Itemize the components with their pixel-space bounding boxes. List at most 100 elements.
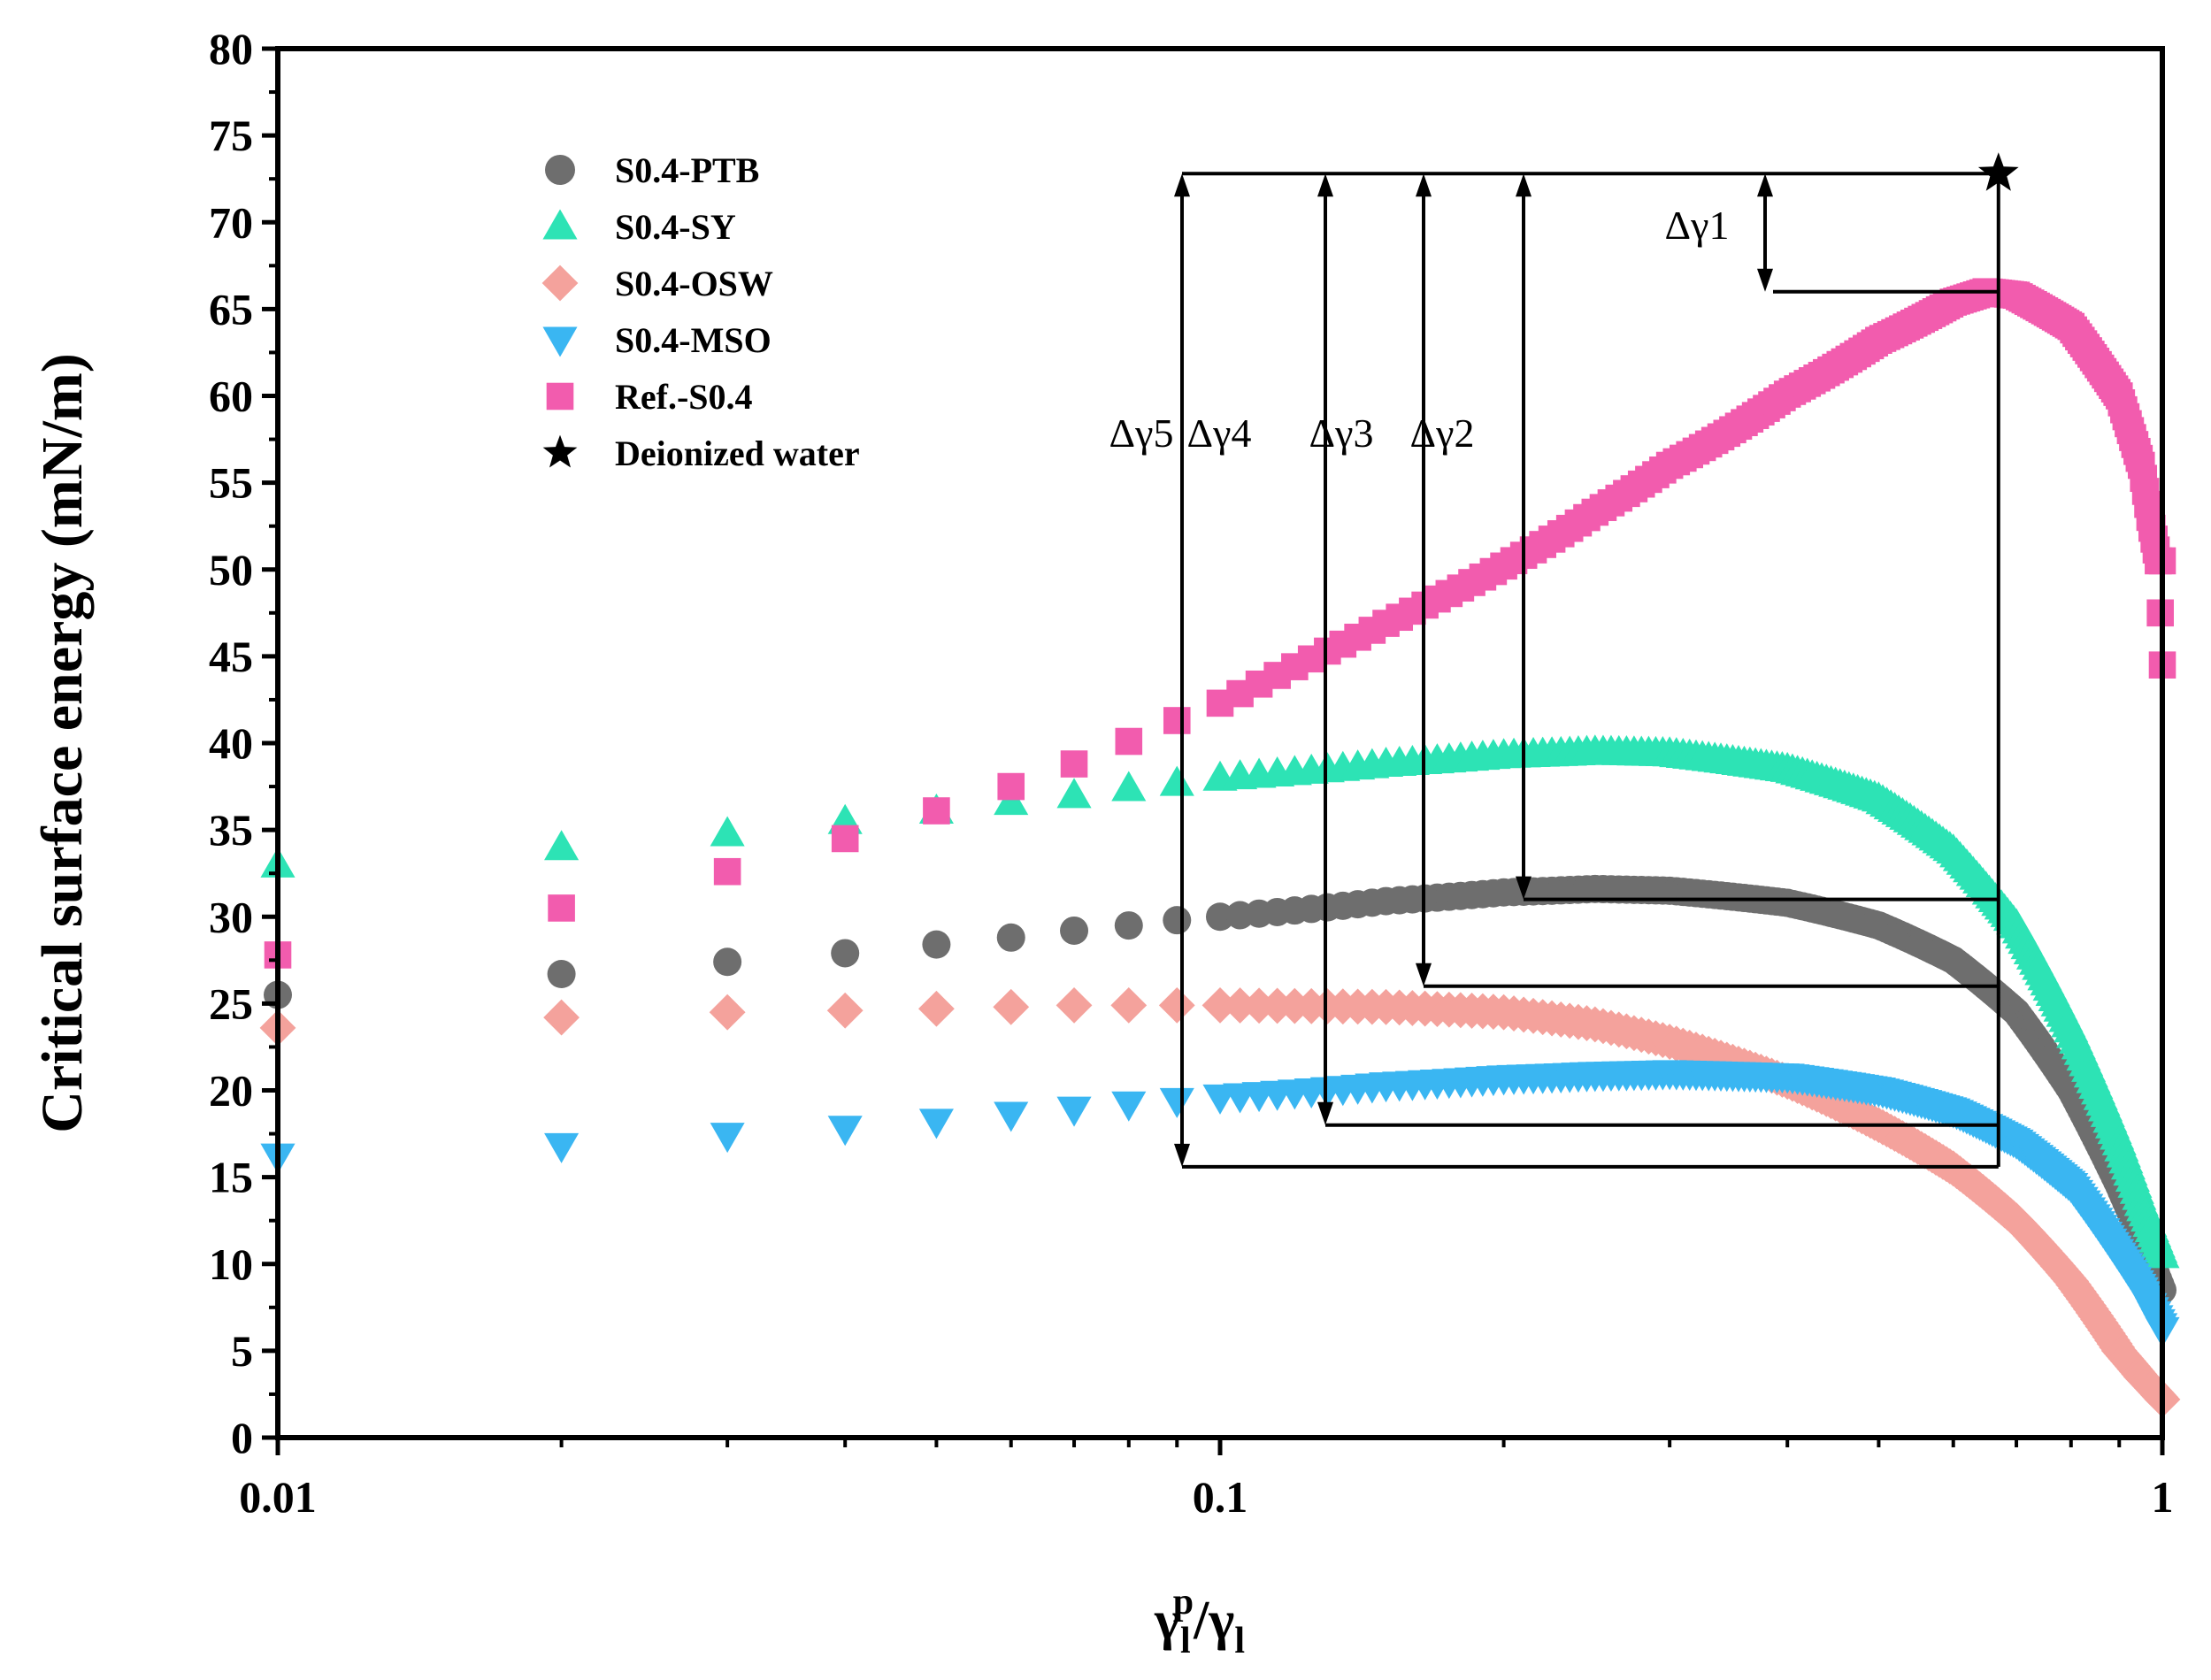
data-point — [1201, 986, 1239, 1024]
y-tick-label: 25 — [209, 978, 253, 1028]
data-point — [1159, 1087, 1194, 1118]
x-tick-label: 1 — [2152, 1472, 2174, 1522]
arrow-head — [1416, 963, 1432, 986]
y-tick-label: 45 — [209, 632, 253, 681]
arrow-head — [1317, 1101, 1333, 1125]
annotation-label: Δγ2 — [1410, 410, 1475, 456]
legend-marker — [541, 265, 579, 302]
y-tick-label: 30 — [209, 892, 253, 941]
data-point — [1158, 986, 1195, 1024]
data-point — [1056, 1096, 1092, 1127]
legend-label: Deionized water — [615, 433, 860, 473]
y-tick-label: 40 — [209, 718, 253, 768]
x-axis-title-sup: p — [1173, 1582, 1194, 1622]
data-point — [1163, 707, 1191, 734]
y-tick-label: 75 — [209, 111, 253, 160]
data-point — [827, 1116, 863, 1147]
legend-marker — [542, 434, 578, 468]
y-tick-label: 5 — [231, 1326, 253, 1376]
x-axis-title-sub2: l — [1234, 1621, 1245, 1661]
legend-label: S0.4-MSO — [615, 320, 772, 360]
annotation-label: Δγ3 — [1309, 410, 1374, 456]
data-point — [831, 939, 860, 968]
legend-marker — [542, 209, 578, 240]
data-point — [997, 772, 1025, 801]
data-point — [1222, 987, 1258, 1024]
x-axis-title-gamma: γ — [1154, 1591, 1180, 1651]
y-axis-title: Critical surface energy (mN/m) — [30, 353, 95, 1133]
data-point — [918, 990, 955, 1027]
arrow-head — [1516, 876, 1532, 900]
x-tick-label: 0.01 — [239, 1472, 317, 1522]
data-point — [713, 857, 741, 886]
legend: S0.4-PTB S0.4-SY S0.4-OSW S0.4-MSO Ref.-S0.4… — [541, 150, 860, 473]
data-point — [922, 930, 951, 959]
data-point — [1114, 911, 1143, 940]
arrow-head — [1174, 173, 1190, 197]
y-tick-label: 50 — [209, 545, 253, 595]
data-point — [547, 960, 576, 989]
y-tick-label: 70 — [209, 197, 253, 247]
y-tick-label: 80 — [209, 24, 253, 73]
data-point — [1110, 986, 1148, 1024]
arrow-head — [1174, 1143, 1190, 1167]
data-point — [1115, 727, 1143, 756]
annotation-layer: Δγ1 Δγ2 Δγ3 Δγ4 Δγ5 — [1109, 152, 2019, 1169]
y-tick-label: 55 — [209, 458, 253, 508]
data-point — [1977, 152, 2019, 191]
data-point — [1111, 771, 1147, 802]
data-point — [548, 894, 575, 922]
data-point — [543, 999, 580, 1036]
data-point — [710, 816, 745, 847]
x-axis-title-sub1: l — [1180, 1621, 1191, 1661]
data-point — [996, 923, 1025, 952]
y-tick-label: 20 — [209, 1066, 253, 1116]
data-point — [1159, 765, 1194, 796]
legend-marker — [542, 326, 578, 357]
data-point — [1163, 906, 1192, 935]
data-point — [826, 992, 864, 1029]
data-point — [1060, 750, 1088, 778]
legend-label: S0.4-OSW — [615, 264, 773, 303]
arrow-head — [1757, 173, 1773, 197]
data-point — [544, 830, 580, 861]
data-point — [709, 993, 746, 1031]
data-point — [1111, 1091, 1147, 1122]
annotation-label: Δγ4 — [1187, 410, 1252, 456]
x-axis-title-slash: / — [1193, 1591, 1209, 1651]
arrow-head — [1516, 173, 1532, 197]
arrow-head — [1317, 173, 1333, 197]
data-point — [713, 947, 742, 977]
arrow-head — [1416, 173, 1432, 197]
axis-layer: 0 5 10 15 20 25 30 35 40 45 50 55 60 65 70 75 80 0.01 0.1 1 — [209, 24, 2174, 1522]
x-axis-title-gamma2: γ — [1208, 1591, 1234, 1651]
y-tick-label: 15 — [209, 1153, 253, 1202]
data-point — [831, 825, 859, 853]
data-point — [993, 988, 1030, 1025]
data-point — [710, 1123, 745, 1154]
data-point — [544, 1132, 580, 1163]
data-point — [994, 1101, 1029, 1132]
y-tick-label: 65 — [209, 284, 253, 334]
legend-label: S0.4-SY — [615, 207, 736, 247]
arrow-head — [1757, 268, 1773, 292]
legend-label: Ref.-S0.4 — [615, 377, 753, 417]
legend-marker — [545, 155, 575, 185]
legend-label: S0.4-PTB — [615, 150, 759, 190]
x-tick-label: 0.1 — [1193, 1472, 1248, 1522]
y-tick-label: 10 — [209, 1239, 253, 1289]
y-tick-label: 35 — [209, 805, 253, 855]
data-point — [918, 1108, 954, 1139]
data-point — [1060, 916, 1089, 945]
data-point — [1056, 986, 1093, 1024]
y-tick-label: 0 — [231, 1413, 253, 1462]
data-point — [923, 797, 950, 825]
data-point — [1056, 778, 1092, 809]
annotation-label: Δγ5 — [1109, 410, 1174, 456]
y-tick-label: 60 — [209, 372, 253, 421]
legend-marker — [546, 382, 574, 410]
annotation-label: Δγ1 — [1665, 203, 1730, 248]
x-axis-title: γlp/γl — [1154, 1582, 1245, 1661]
